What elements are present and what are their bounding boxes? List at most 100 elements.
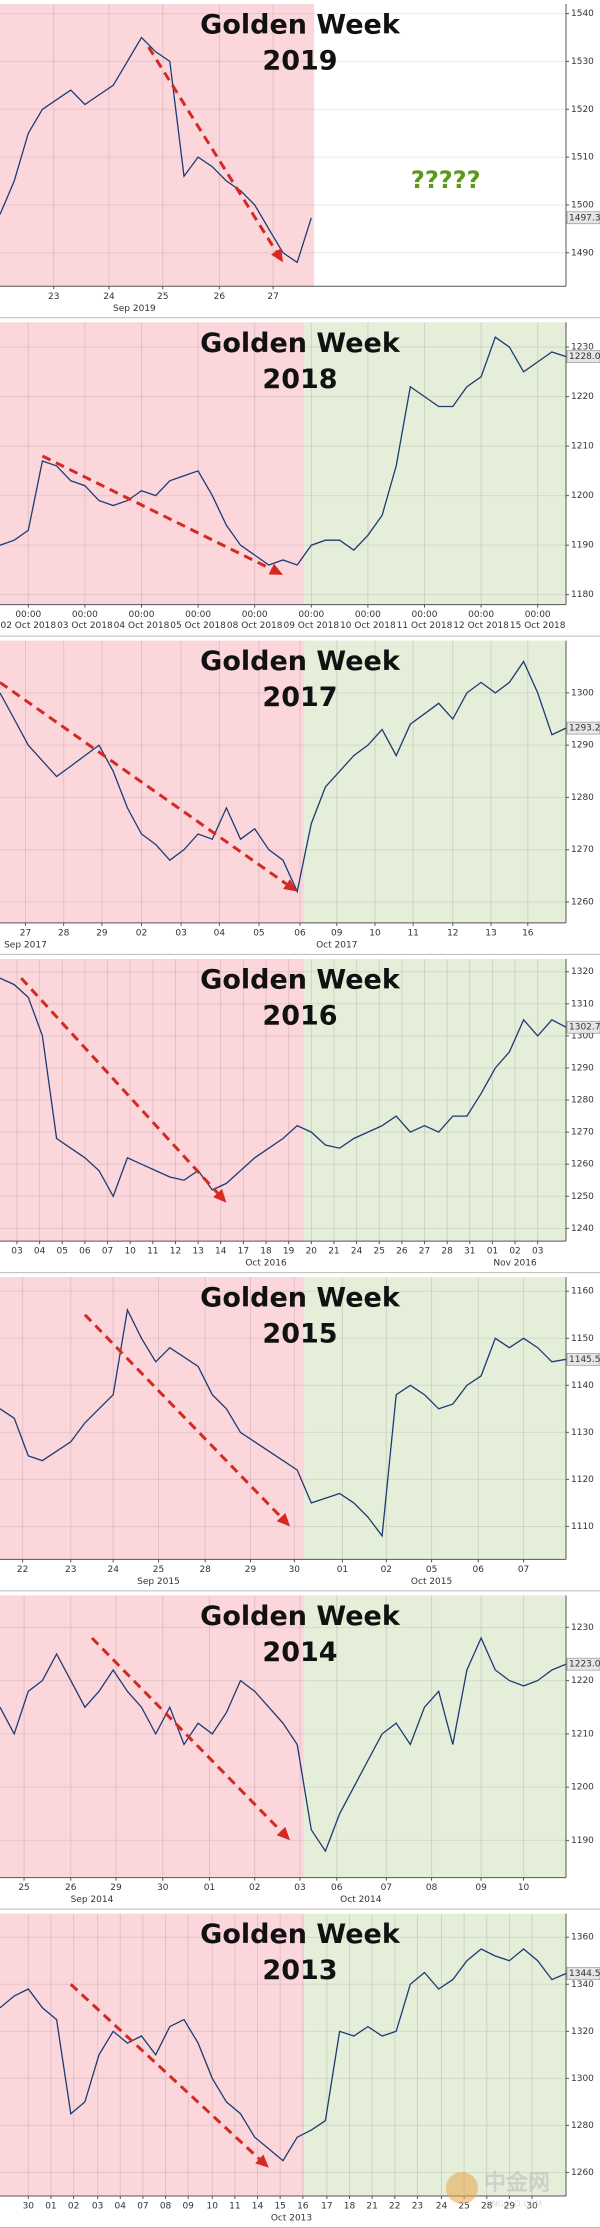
x-tick-label: 03 [175, 928, 186, 938]
trend-arrow [69, 1983, 261, 2161]
y-tick-label: 1300 [571, 1031, 594, 1041]
x-tick-label: 27 [20, 928, 31, 938]
x-tick-label: 23 [48, 292, 59, 302]
x-tick-label: 02 [249, 1883, 260, 1893]
x-tick-label: 31 [464, 1247, 475, 1257]
chart-title: Golden Week [200, 10, 401, 41]
chart-panel: 1190 1200 1210 1220 1230 25 26 29 30 01 02 03 06 07 08… [0, 1595, 600, 1910]
shaded-region [304, 1595, 566, 1878]
x-tick-label: 23 [65, 1565, 76, 1575]
watermark-sub: CNGOLD.COM [486, 2200, 542, 2209]
trend-arrow [83, 1313, 283, 1519]
x-tick-sublabel: 02 Oct 2018 [0, 621, 56, 631]
x-tick-label: 17 [321, 2201, 332, 2211]
chart-title: Golden Week [200, 646, 401, 677]
arrow-head [268, 563, 283, 575]
x-tick-label: 05 [253, 928, 264, 938]
x-tick-label: 03 [11, 1247, 22, 1257]
x-period-label: Sep 2014 [71, 1895, 114, 1905]
x-tick-label: 03 [294, 1883, 305, 1893]
chart-title: Golden Week [200, 1919, 401, 1950]
shaded-region [304, 640, 566, 923]
shaded-region [0, 1277, 305, 1560]
x-tick-label: 30 [289, 1565, 301, 1575]
y-tick-label: 1160 [571, 1287, 594, 1297]
x-tick-label: 10 [518, 1883, 530, 1893]
x-tick-label: 07 [137, 2201, 148, 2211]
x-tick-sublabel: 05 Oct 2018 [170, 621, 226, 631]
x-tick-label: 05 [426, 1565, 437, 1575]
x-period-label: Sep 2019 [113, 304, 156, 314]
y-tick-label: 1500 [571, 200, 594, 210]
shaded-region [304, 958, 566, 1242]
y-tick-label: 1310 [571, 999, 594, 1009]
last-value-label: 1223.09 [569, 1660, 600, 1670]
trend-arrow [90, 1636, 283, 1833]
x-tick-sublabel: 03 Oct 2018 [57, 621, 113, 631]
x-tick-label: 00:00 [15, 610, 41, 620]
shaded-region [0, 1595, 305, 1878]
y-tick-label: 1320 [571, 2027, 594, 2037]
x-tick-label: 30 [526, 2201, 538, 2211]
trend-arrow [20, 977, 219, 1195]
last-value-label: 1145.53 [569, 1355, 600, 1365]
watermark: 中金网 CNGOLD.COM [446, 2170, 550, 2209]
chart-year: 2017 [262, 682, 337, 713]
last-value-box [566, 1352, 600, 1366]
x-tick-label: 10 [207, 2201, 219, 2211]
chart-year: 2013 [262, 1955, 337, 1986]
x-tick-label: 13 [485, 928, 496, 938]
price-line [0, 1636, 567, 1853]
y-tick-label: 1540 [571, 9, 594, 19]
y-tick-label: 1120 [571, 1475, 594, 1485]
x-tick-label: 21 [366, 2201, 377, 2211]
x-period-label: Oct 2013 [271, 2213, 312, 2223]
x-tick-label: 04 [115, 2201, 127, 2211]
x-tick-label: 22 [17, 1565, 28, 1575]
arrow-head [276, 1512, 291, 1527]
x-tick-label: 14 [252, 2201, 264, 2211]
y-tick-label: 1290 [571, 1063, 594, 1073]
y-tick-label: 1520 [571, 105, 594, 115]
x-period-label: Oct 2015 [411, 1577, 452, 1587]
x-tick-label: 26 [214, 292, 226, 302]
x-tick-label: 07 [381, 1883, 392, 1893]
y-tick-label: 1490 [571, 248, 594, 258]
watermark-text: 中金网 [484, 2170, 550, 2196]
chart-title: Golden Week [200, 1601, 401, 1632]
x-tick-label: 15 [274, 2201, 285, 2211]
x-tick-label: 06 [294, 928, 306, 938]
last-value-box [566, 721, 600, 735]
x-period-label: Nov 2016 [493, 1259, 537, 1269]
shaded-region [304, 1277, 566, 1560]
y-tick-label: 1260 [571, 897, 594, 907]
chart-year: 2015 [262, 1319, 337, 1350]
shaded-region [0, 640, 305, 923]
y-tick-label: 1220 [571, 1676, 594, 1686]
price-line [0, 1948, 567, 2162]
x-tick-label: 25 [373, 1247, 384, 1257]
x-tick-label: 23 [412, 2201, 423, 2211]
x-tick-label: 18 [260, 1247, 272, 1257]
x-period-label: Sep 2015 [137, 1577, 180, 1587]
y-tick-label: 1190 [571, 1836, 594, 1846]
price-line [0, 336, 567, 566]
chart-title: Golden Week [200, 328, 401, 359]
y-tick-label: 1140 [571, 1381, 594, 1391]
y-tick-label: 1270 [571, 1128, 594, 1138]
x-tick-label: 26 [65, 1883, 77, 1893]
x-tick-label: 30 [23, 2201, 35, 2211]
x-tick-label: 28 [441, 1247, 453, 1257]
x-tick-label: 27 [419, 1247, 430, 1257]
y-tick-label: 1300 [571, 2074, 594, 2084]
x-tick-label: 13 [192, 1247, 203, 1257]
chart-year: 2018 [262, 364, 337, 395]
y-tick-label: 1230 [571, 343, 594, 353]
chart-panel: 1110 1120 1130 1140 1150 1160 22 23 24 25 28 29 30 01… [0, 1277, 600, 1592]
x-tick-label: 07 [518, 1565, 529, 1575]
y-tick-label: 1530 [571, 57, 594, 67]
arrow-head [276, 1826, 291, 1841]
x-tick-label: 11 [407, 928, 418, 938]
